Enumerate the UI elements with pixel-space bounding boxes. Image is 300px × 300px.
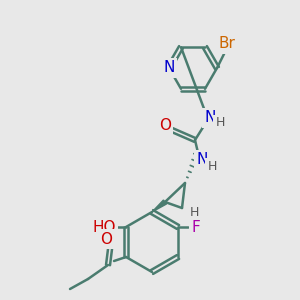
Text: O: O	[100, 232, 112, 247]
Text: H: H	[207, 160, 217, 172]
Text: HO: HO	[92, 220, 116, 235]
Text: F: F	[192, 220, 200, 235]
Text: N: N	[163, 61, 175, 76]
Text: O: O	[159, 118, 171, 134]
Text: H: H	[215, 116, 225, 130]
Polygon shape	[152, 200, 166, 212]
Text: H: H	[189, 206, 199, 218]
Text: N: N	[204, 110, 216, 125]
Text: Br: Br	[219, 37, 236, 52]
Text: N: N	[196, 152, 208, 167]
